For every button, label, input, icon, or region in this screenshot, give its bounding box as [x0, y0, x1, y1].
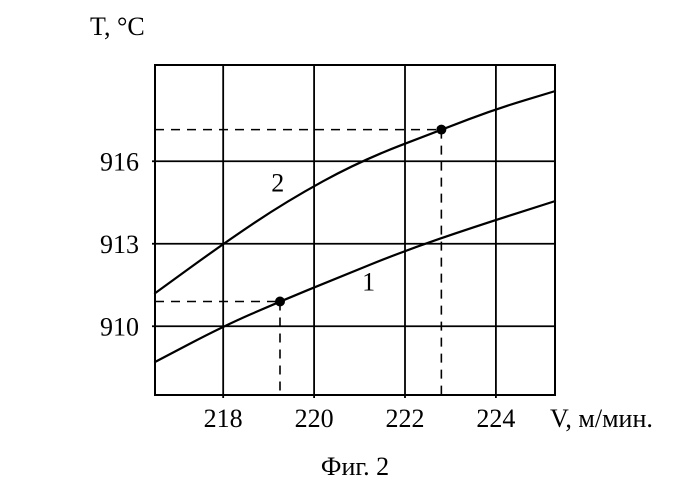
ytick-label: 913	[100, 230, 139, 259]
series-label-1: 1	[362, 268, 375, 297]
series-label-2: 2	[271, 169, 284, 198]
figure-caption: Фиг. 2	[321, 452, 389, 481]
xtick-label: 218	[204, 404, 243, 433]
chart: 1 2 218 220 222 224 910 913 916 T, °C V, м/мин. Фиг…	[0, 0, 673, 500]
marker-point	[275, 297, 285, 307]
ytick-label: 910	[100, 312, 139, 341]
ytick-label: 916	[100, 147, 139, 176]
x-axis-label: V, м/мин.	[550, 404, 653, 433]
xtick-label: 220	[295, 404, 334, 433]
xtick-label: 224	[476, 404, 515, 433]
y-axis-label: T, °C	[90, 12, 145, 41]
marker-point	[436, 125, 446, 135]
xtick-label: 222	[386, 404, 425, 433]
